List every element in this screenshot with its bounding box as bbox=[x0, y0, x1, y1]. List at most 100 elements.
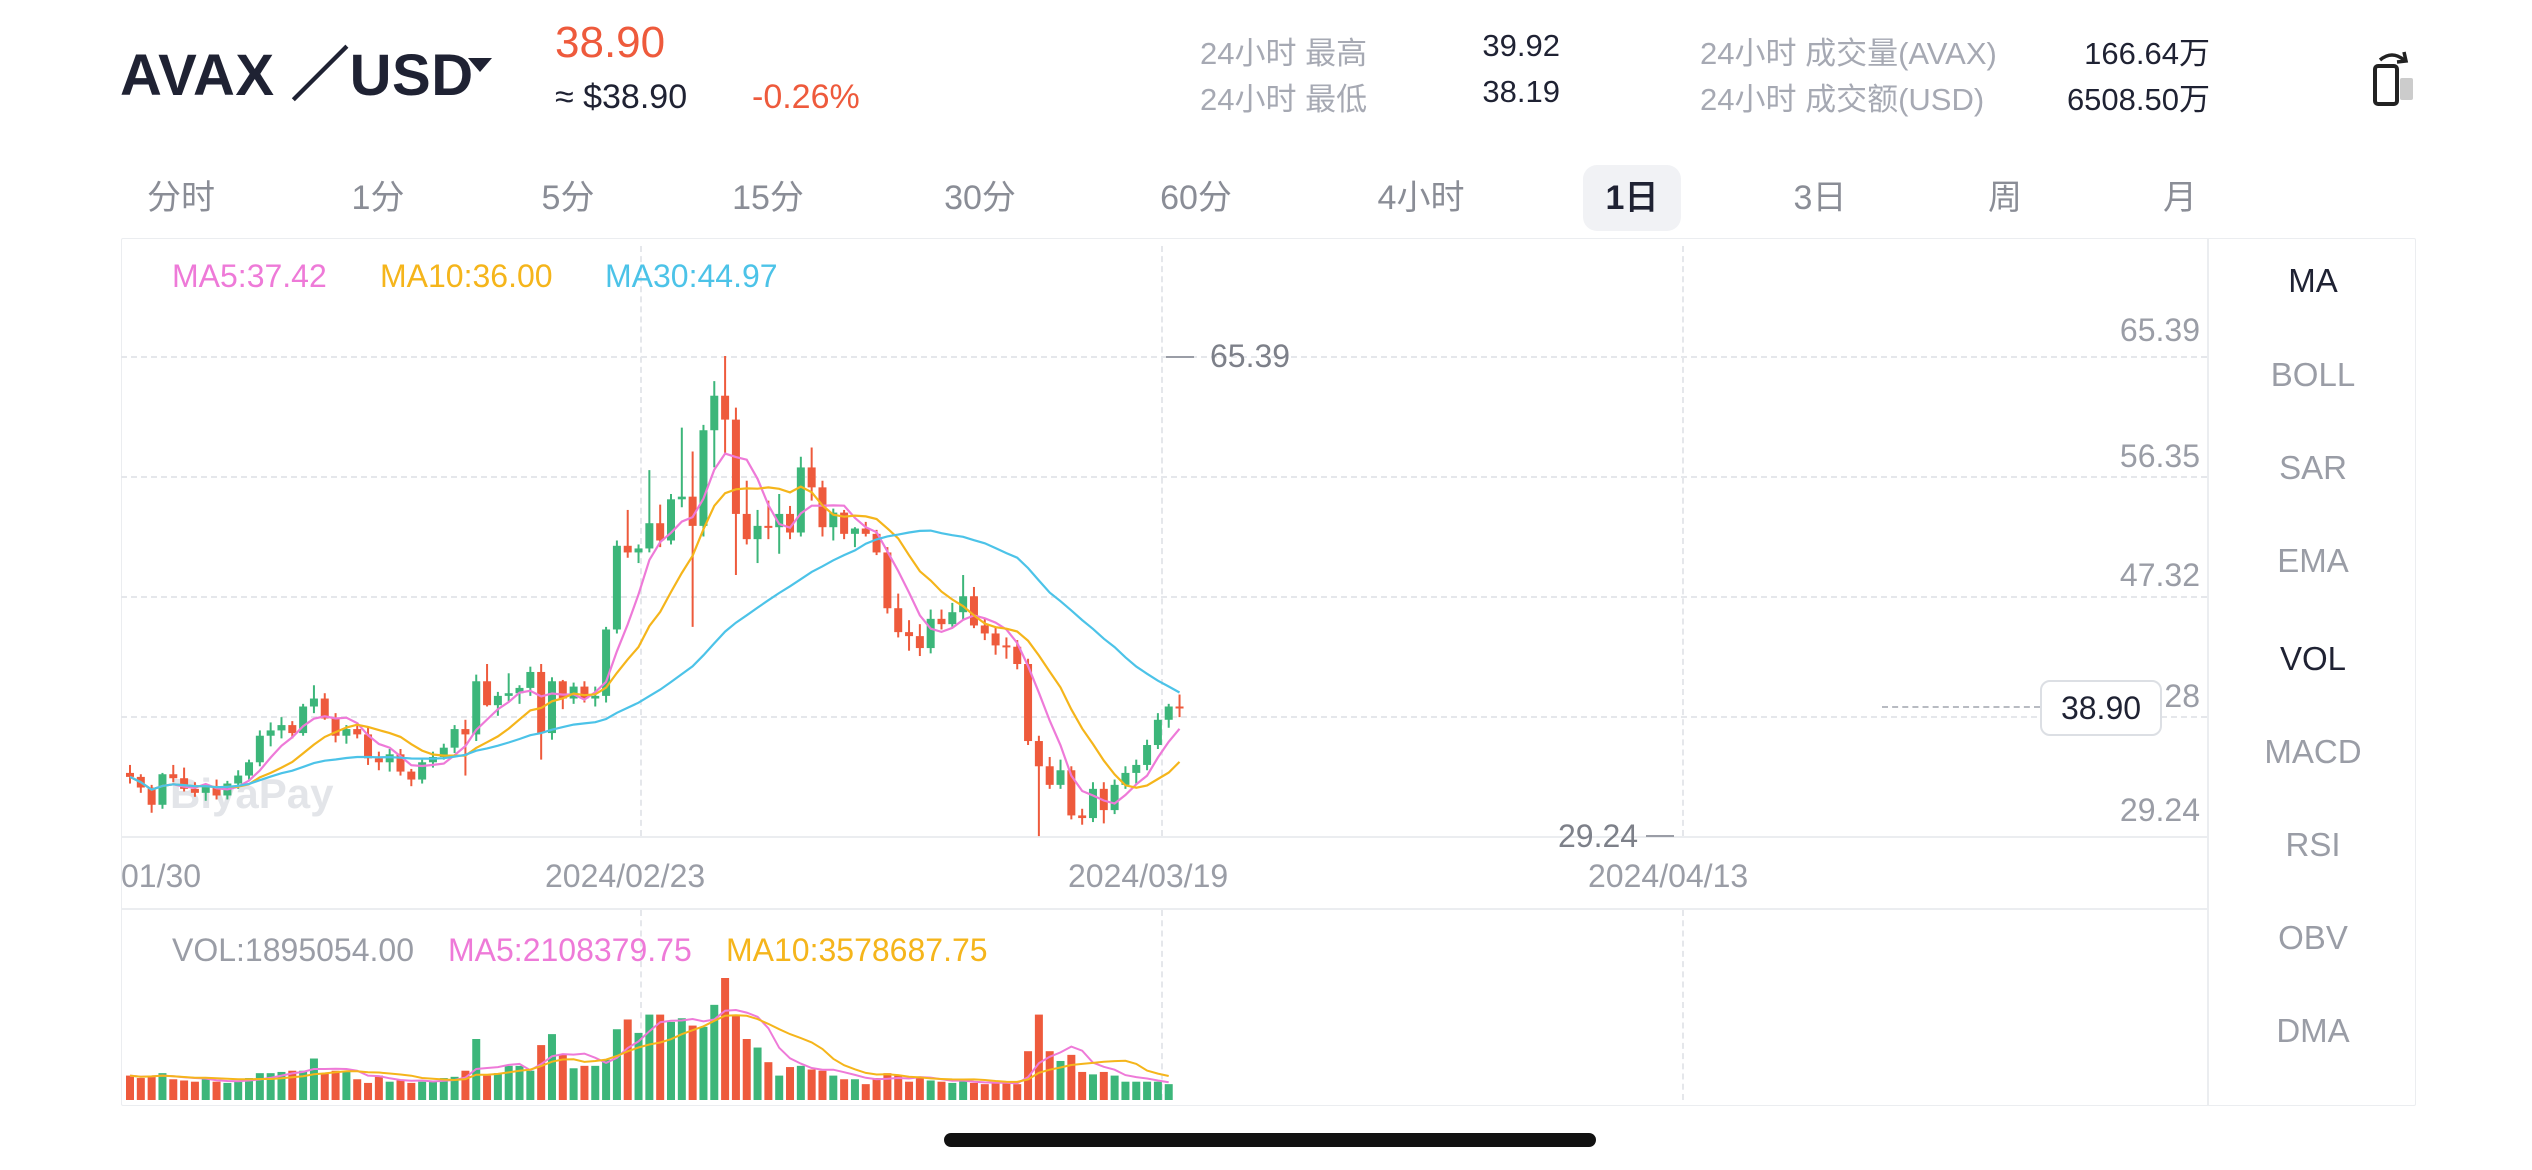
date-grid-line bbox=[640, 246, 642, 836]
candle-down bbox=[861, 528, 870, 534]
candle-up bbox=[526, 671, 535, 688]
turnover-24h-value: 6508.50万 bbox=[2066, 82, 2210, 117]
candle-up bbox=[245, 762, 254, 776]
volume-bar-up bbox=[1143, 1081, 1152, 1100]
indicator-obv[interactable]: OBV bbox=[2278, 919, 2348, 956]
candle-up bbox=[645, 523, 654, 549]
tab-1日[interactable]: 1日 bbox=[1583, 165, 1681, 231]
candle-down bbox=[721, 395, 730, 420]
candle-up bbox=[1110, 784, 1119, 811]
volume-bar-down bbox=[894, 1075, 903, 1100]
tab-1分[interactable]: 1分 bbox=[351, 179, 405, 217]
volume-bar-down bbox=[731, 1014, 740, 1100]
x-axis-label: 01/30 bbox=[121, 858, 202, 894]
date-grid-line bbox=[1161, 910, 1163, 1100]
candle-up bbox=[850, 528, 859, 534]
candle-up bbox=[667, 499, 675, 541]
indicator-panel-divider bbox=[2207, 238, 2209, 1106]
candle-up bbox=[753, 525, 762, 540]
turnover-24h-label: 24小时 成交额(USD) bbox=[1700, 82, 1985, 117]
tab-分时[interactable]: 分时 bbox=[147, 179, 215, 217]
volume-bar-down bbox=[861, 1084, 870, 1100]
home-indicator[interactable] bbox=[944, 1133, 1596, 1147]
vol-legend: VOL:1895054.00 bbox=[172, 932, 414, 968]
volume-bar-up bbox=[1153, 1081, 1162, 1100]
price-grid-line bbox=[121, 476, 2207, 478]
candle-down bbox=[786, 513, 795, 533]
indicator-boll[interactable]: BOLL bbox=[2270, 356, 2356, 393]
indicator-rsi[interactable]: RSI bbox=[2285, 826, 2341, 863]
candle-down bbox=[623, 545, 632, 553]
volume-bar-down bbox=[190, 1081, 199, 1100]
candle-down bbox=[840, 512, 849, 534]
candle-up bbox=[1121, 772, 1130, 785]
indicator-macd[interactable]: MACD bbox=[2264, 733, 2362, 770]
volume-bar-up bbox=[504, 1065, 513, 1100]
indicator-vol[interactable]: VOL bbox=[2279, 640, 2347, 677]
volume-bar-up bbox=[667, 1021, 675, 1100]
volume-bar-down bbox=[126, 1075, 134, 1100]
candle-down bbox=[688, 496, 697, 526]
volume-bar-up bbox=[948, 1082, 957, 1100]
indicator-ema[interactable]: EMA bbox=[2277, 542, 2349, 579]
trading-pair-title[interactable]: AVAX ／USD bbox=[120, 43, 474, 108]
x-axis-label: 2024/03/19 bbox=[1068, 858, 1229, 894]
volume-bar-down bbox=[905, 1081, 914, 1100]
candle-down bbox=[537, 671, 546, 734]
candle-up bbox=[266, 730, 275, 736]
volume-panel-divider bbox=[121, 908, 2207, 910]
volume-bar-up bbox=[1110, 1075, 1119, 1100]
candle-up bbox=[602, 629, 611, 696]
volume-bar-down bbox=[991, 1082, 1000, 1100]
candle-up bbox=[234, 775, 243, 784]
candle-up bbox=[418, 762, 427, 780]
candle-up bbox=[612, 545, 621, 630]
indicator-sar[interactable]: SAR bbox=[2279, 449, 2347, 486]
max-marker-tick bbox=[1166, 356, 1194, 358]
indicator-dma[interactable]: DMA bbox=[2276, 1012, 2350, 1049]
volume-bar-up bbox=[591, 1065, 600, 1100]
candle-up bbox=[829, 512, 838, 528]
tab-周[interactable]: 周 bbox=[1988, 179, 2022, 217]
max-price-marker: 65.39 bbox=[1210, 338, 1291, 374]
candle-down bbox=[742, 513, 751, 540]
pair-dropdown-icon[interactable] bbox=[468, 58, 492, 72]
volume-bar-down bbox=[1013, 1084, 1022, 1100]
volume-bar-up bbox=[158, 1073, 167, 1100]
candle-up bbox=[926, 618, 935, 649]
candle-down bbox=[818, 487, 827, 528]
candle-down bbox=[180, 778, 189, 789]
volume-bar-down bbox=[396, 1080, 405, 1100]
tab-30分[interactable]: 30分 bbox=[944, 179, 1016, 217]
x-axis-label: 2024/02/23 bbox=[545, 858, 706, 894]
candle-up bbox=[309, 698, 318, 707]
tab-3日[interactable]: 3日 bbox=[1793, 179, 1847, 217]
tab-15分[interactable]: 15分 bbox=[732, 179, 804, 217]
candle-up bbox=[959, 596, 968, 613]
last-price: 38.90 bbox=[555, 18, 666, 67]
ma5-legend: MA5:37.42 bbox=[172, 258, 327, 294]
tab-60分[interactable]: 60分 bbox=[1160, 179, 1232, 217]
candle-down bbox=[1045, 766, 1054, 785]
candle-down bbox=[126, 772, 134, 777]
volume-bar-down bbox=[537, 1045, 546, 1100]
chart-container[interactable] bbox=[121, 238, 2416, 1106]
candle-down bbox=[288, 725, 297, 734]
volume-bar-up bbox=[634, 1032, 643, 1100]
volume-bar-up bbox=[959, 1080, 968, 1100]
volume-bar-up bbox=[439, 1078, 448, 1100]
volume-bar-down bbox=[364, 1082, 373, 1100]
candle-up bbox=[385, 754, 394, 763]
candle-down bbox=[894, 608, 903, 633]
volume-bar-up bbox=[223, 1082, 232, 1100]
volume-bar-down bbox=[288, 1070, 297, 1100]
tab-月[interactable]: 月 bbox=[2163, 179, 2197, 217]
tab-5分[interactable]: 5分 bbox=[541, 179, 595, 217]
rotate-screen-icon[interactable] bbox=[2372, 48, 2416, 108]
volume-bar-up bbox=[677, 1018, 686, 1100]
tab-4小时[interactable]: 4小时 bbox=[1377, 179, 1465, 217]
indicator-ma[interactable]: MA bbox=[2288, 262, 2338, 299]
volume-bar-up bbox=[775, 1075, 784, 1100]
candle-down bbox=[731, 419, 740, 514]
